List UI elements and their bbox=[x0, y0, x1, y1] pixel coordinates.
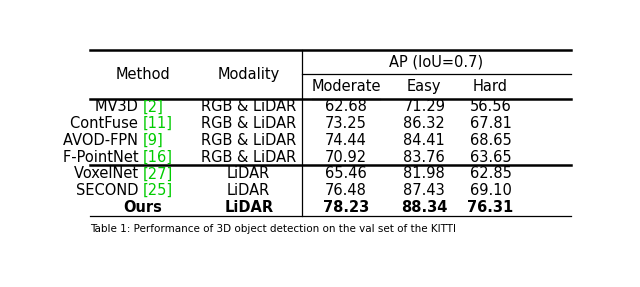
Text: ContFuse: ContFuse bbox=[70, 116, 143, 131]
Text: 88.34: 88.34 bbox=[401, 200, 447, 215]
Text: 81.98: 81.98 bbox=[403, 166, 445, 181]
Text: VoxelNet: VoxelNet bbox=[74, 166, 143, 181]
Text: 65.46: 65.46 bbox=[325, 166, 367, 181]
Text: F-PointNet: F-PointNet bbox=[63, 150, 143, 164]
Text: [16]: [16] bbox=[143, 150, 173, 164]
Text: 71.29: 71.29 bbox=[403, 99, 445, 115]
Text: LiDAR: LiDAR bbox=[224, 200, 273, 215]
Text: Method: Method bbox=[115, 67, 170, 82]
Text: 87.43: 87.43 bbox=[403, 183, 445, 198]
Text: 62.68: 62.68 bbox=[325, 99, 367, 115]
Text: 76.31: 76.31 bbox=[467, 200, 513, 215]
Text: 69.10: 69.10 bbox=[470, 183, 511, 198]
Text: 70.92: 70.92 bbox=[325, 150, 367, 164]
Text: [9]: [9] bbox=[143, 133, 164, 148]
Text: 84.41: 84.41 bbox=[403, 133, 445, 148]
Text: 67.81: 67.81 bbox=[470, 116, 511, 131]
Text: [11]: [11] bbox=[143, 116, 173, 131]
Text: LiDAR: LiDAR bbox=[227, 183, 270, 198]
Text: 56.56: 56.56 bbox=[470, 99, 511, 115]
Text: 73.25: 73.25 bbox=[325, 116, 367, 131]
Text: RGB & LiDAR: RGB & LiDAR bbox=[201, 150, 296, 164]
Text: AP (IoU=0.7): AP (IoU=0.7) bbox=[389, 55, 483, 69]
Text: Moderate: Moderate bbox=[312, 79, 381, 94]
Text: 86.32: 86.32 bbox=[403, 116, 445, 131]
Text: 63.65: 63.65 bbox=[470, 150, 511, 164]
Text: Table 1: Performance of 3D object detection on the val set of the KITTI: Table 1: Performance of 3D object detect… bbox=[90, 224, 456, 234]
Text: RGB & LiDAR: RGB & LiDAR bbox=[201, 99, 296, 115]
Text: MV3D: MV3D bbox=[95, 99, 143, 115]
Text: 62.85: 62.85 bbox=[470, 166, 511, 181]
Text: [2]: [2] bbox=[143, 99, 164, 115]
Text: 78.23: 78.23 bbox=[323, 200, 369, 215]
Text: [27]: [27] bbox=[143, 166, 173, 181]
Text: SECOND: SECOND bbox=[76, 183, 143, 198]
Text: RGB & LiDAR: RGB & LiDAR bbox=[201, 116, 296, 131]
Text: Easy: Easy bbox=[407, 79, 442, 94]
Text: 83.76: 83.76 bbox=[403, 150, 445, 164]
Text: LiDAR: LiDAR bbox=[227, 166, 270, 181]
Text: RGB & LiDAR: RGB & LiDAR bbox=[201, 133, 296, 148]
Text: 76.48: 76.48 bbox=[325, 183, 367, 198]
Text: AVOD-FPN: AVOD-FPN bbox=[63, 133, 143, 148]
Text: 68.65: 68.65 bbox=[470, 133, 511, 148]
Text: Ours: Ours bbox=[124, 200, 163, 215]
Text: 74.44: 74.44 bbox=[325, 133, 367, 148]
Text: Hard: Hard bbox=[473, 79, 508, 94]
Text: Modality: Modality bbox=[218, 67, 280, 82]
Text: [25]: [25] bbox=[143, 183, 173, 198]
